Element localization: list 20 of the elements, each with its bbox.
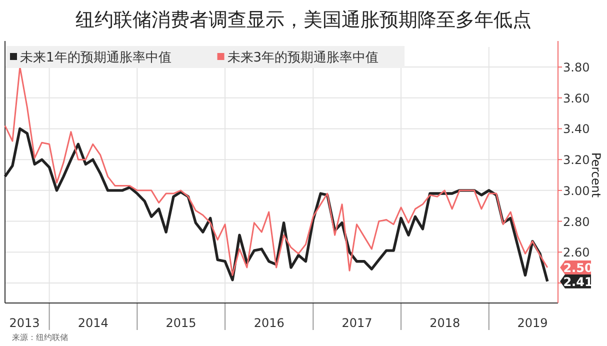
legend-label: 未来1年的预期通胀率中值 — [20, 50, 172, 66]
y-tick-label: 3.20 — [563, 153, 590, 168]
x-tick-label: 2018 — [430, 316, 460, 330]
y-axis-title: Percent — [589, 152, 603, 198]
y-tick-label: 3.40 — [563, 122, 590, 136]
x-tick-label: 2016 — [254, 316, 284, 330]
source-note: 来源：纽约联储 — [12, 333, 68, 342]
y-tick-label: 2.80 — [563, 214, 590, 229]
data-label: 2.41 — [563, 274, 593, 289]
x-tick-label: 2014 — [78, 316, 108, 330]
chart-title: 纽约联储消费者调查显示，美国通胀预期降至多年低点 — [76, 9, 532, 31]
x-tick-label: 2015 — [166, 316, 196, 330]
y-tick-label: 3.80 — [563, 60, 590, 75]
y-tick-label: 2.60 — [563, 246, 590, 260]
x-tick-label: 2013 — [9, 316, 40, 330]
legend-label: 未来3年的预期通胀率中值 — [227, 50, 379, 66]
x-tick-label: 2017 — [342, 316, 372, 330]
y-tick-label: 3.00 — [563, 184, 590, 198]
x-tick-label: 2019 — [517, 316, 548, 330]
y-tick-label: 3.60 — [563, 91, 590, 106]
